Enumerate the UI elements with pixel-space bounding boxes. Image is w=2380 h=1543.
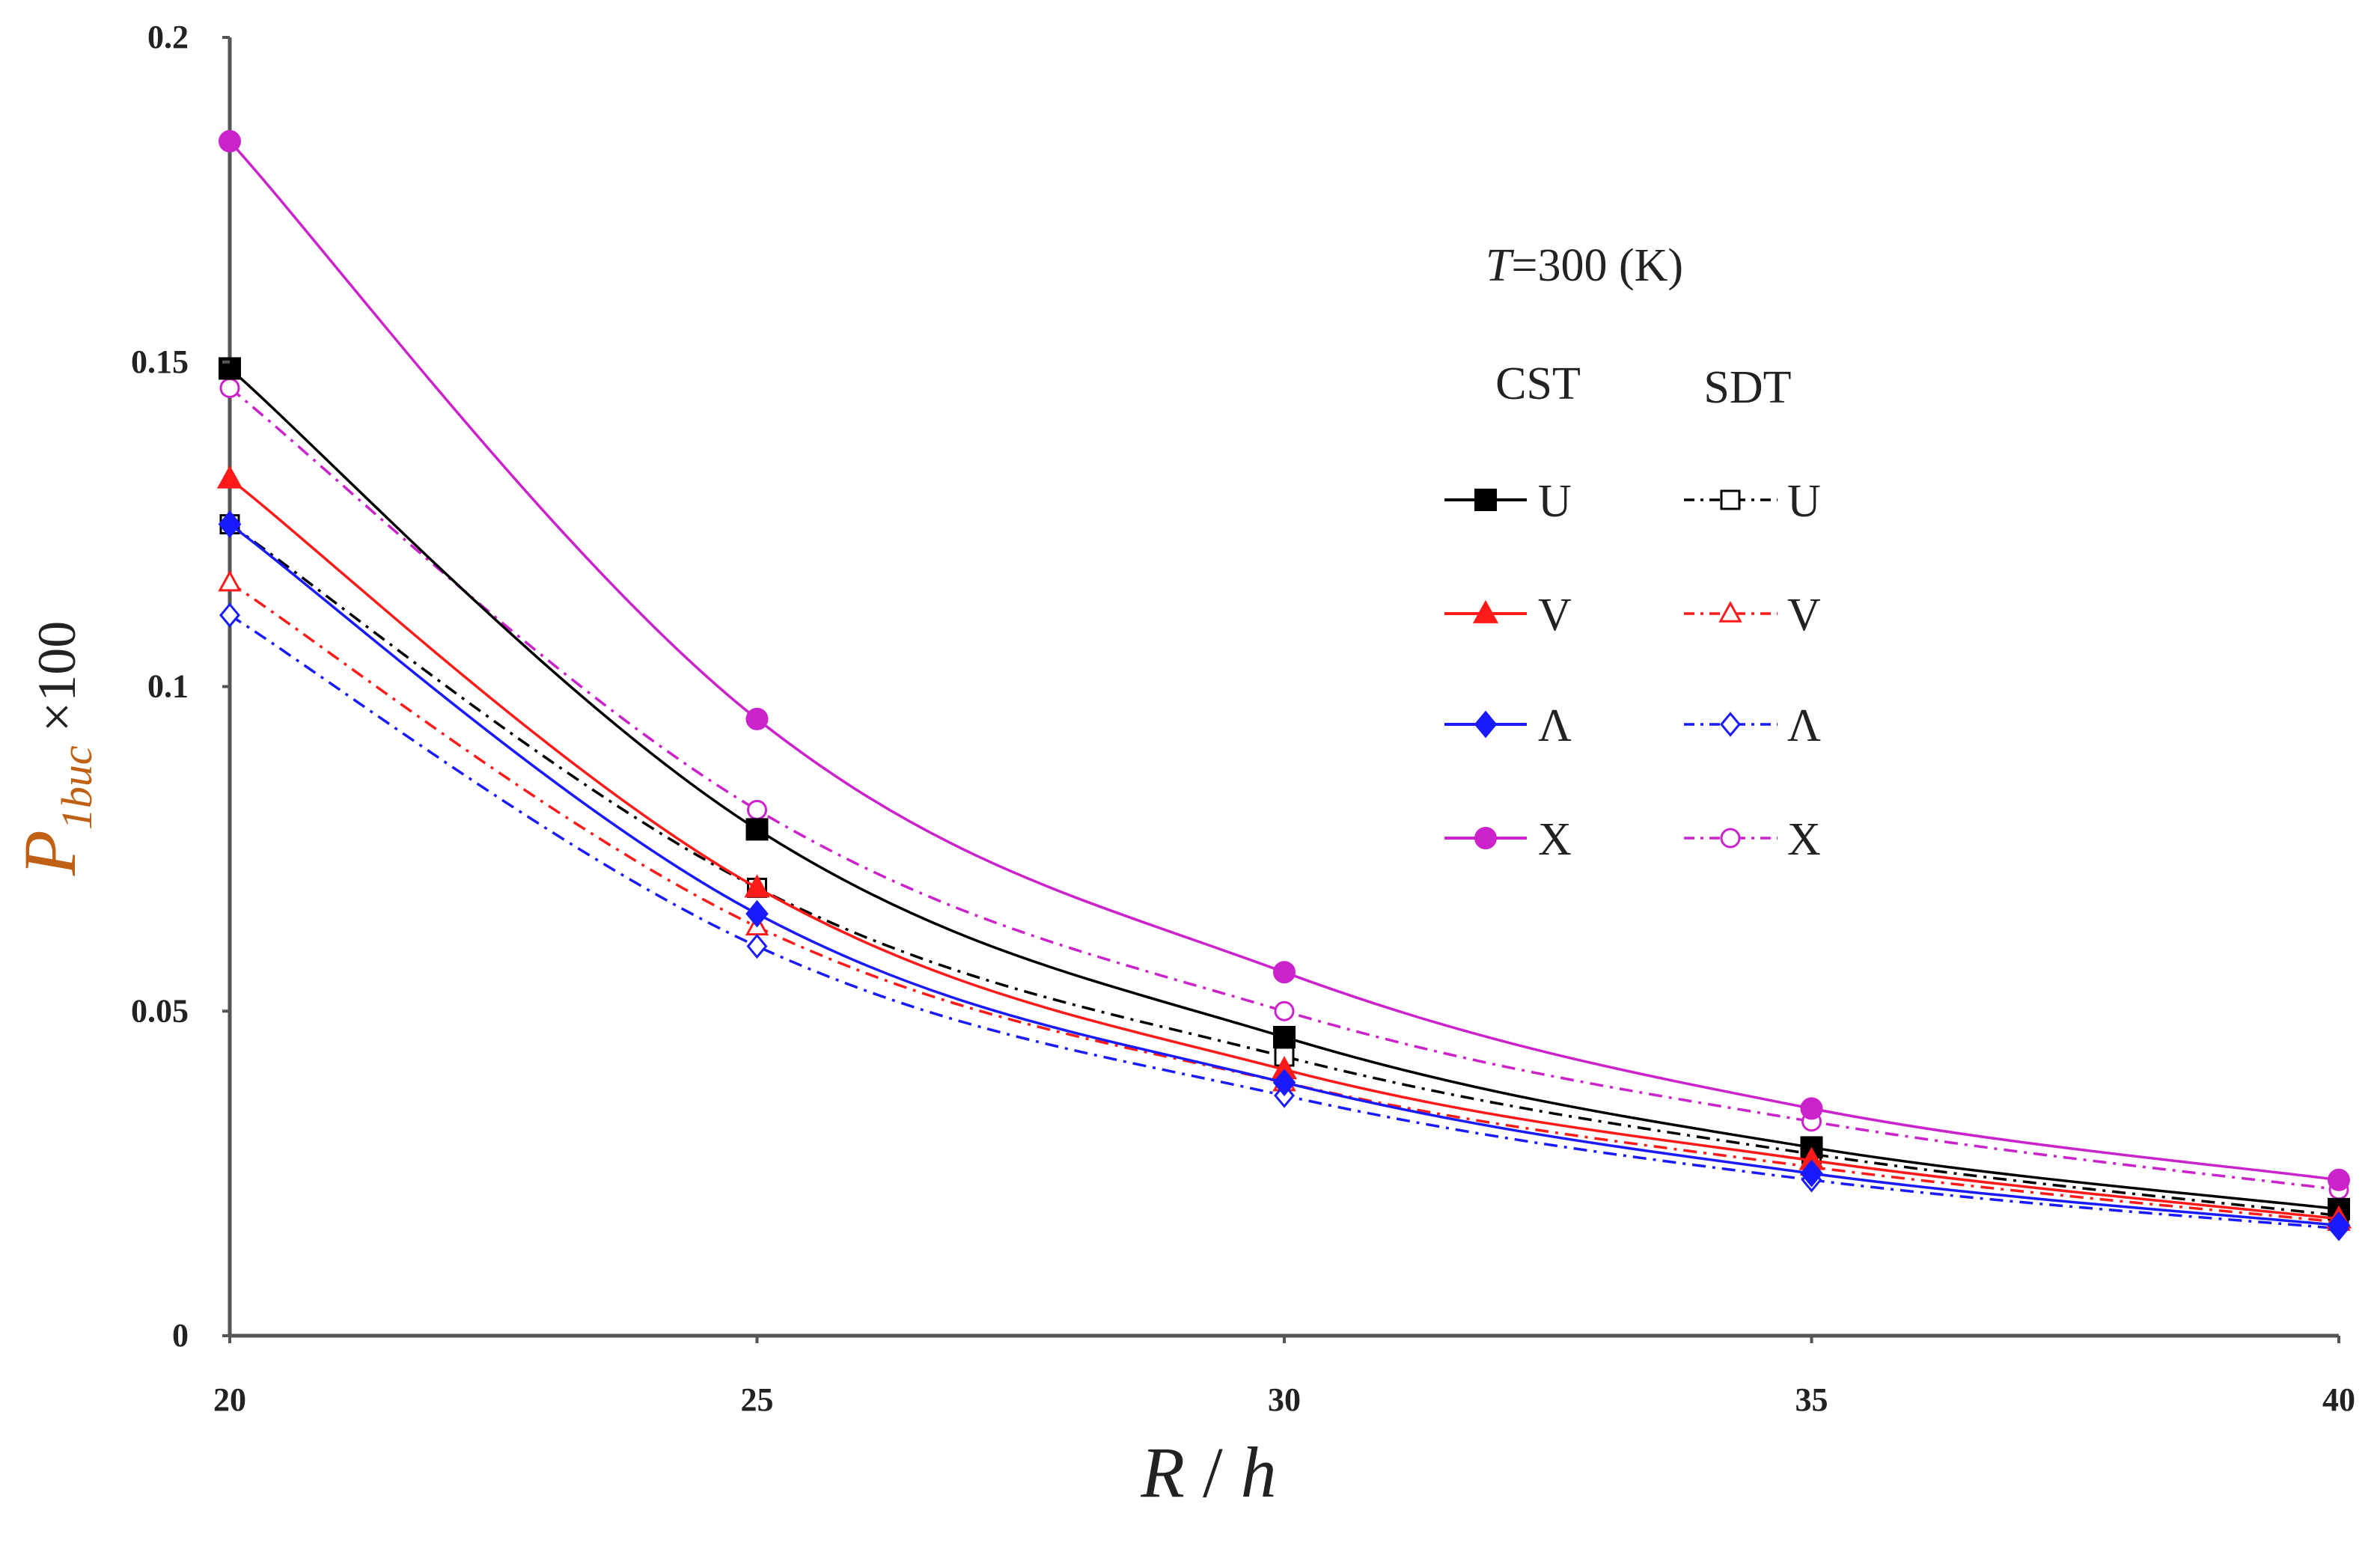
- series-sdt-v: [218, 569, 2351, 1231]
- y-tick-label: 0.1: [147, 668, 189, 705]
- series-sdt-u: [219, 514, 2349, 1226]
- data-point-cst-v-25: [744, 874, 770, 898]
- legend-rows: U V Λ X U V Λ X: [1444, 476, 1821, 865]
- y-axis-title-main: P: [8, 830, 91, 876]
- data-point-cst-v-20: [216, 465, 243, 489]
- legend-marker: [1720, 489, 1741, 510]
- legend-entry-sdt-lambda: Λ: [1684, 700, 1821, 751]
- series-line-cst-u: [228, 367, 2340, 1211]
- data-point-sdt-lambda-25: [746, 933, 768, 959]
- legend-marker: [1474, 710, 1498, 739]
- series-cst-v: [216, 465, 2352, 1229]
- x-tick-label: 25: [741, 1381, 774, 1418]
- legend-marker: [1718, 601, 1742, 623]
- x-tick-label: 40: [2322, 1381, 2355, 1418]
- x-axis-title-h: h: [1241, 1432, 1277, 1512]
- y-tick-label: 0: [172, 1317, 189, 1354]
- data-point-sdt-lambda-20: [219, 602, 240, 628]
- ticks-layer: 0 0.05 0.1 0.15 0.2 20 25 30 35 40: [131, 19, 2355, 1418]
- data-point-cst-x-20: [219, 129, 241, 153]
- data-point-cst-x-25: [745, 707, 769, 730]
- legend-header-t: T: [1486, 240, 1515, 291]
- x-axis-title: R / h: [1140, 1432, 1276, 1512]
- legend-entry-sdt-v: V: [1684, 590, 1821, 641]
- legend-header: T=300 (K): [1486, 240, 1683, 291]
- series-cst-x: [219, 129, 2350, 1191]
- data-point-cst-x-40: [2328, 1168, 2350, 1191]
- series-line-cst-x: [228, 140, 2340, 1182]
- legend-label: U: [1538, 476, 1572, 527]
- legend-col-sdt: SDT: [1703, 362, 1791, 413]
- data-point-cst-x-30: [1273, 961, 1296, 984]
- legend-col-cst: CST: [1495, 358, 1581, 409]
- legend-marker: [1474, 827, 1497, 849]
- legend-entry-cst-lambda: Λ: [1444, 700, 1572, 751]
- data-point-cst-lambda-20: [218, 510, 242, 538]
- legend-marker: [1472, 599, 1499, 623]
- data-point-cst-u-25: [745, 818, 769, 841]
- data-point-sdt-x-30: [1274, 1000, 1295, 1021]
- y-tick-label: 0.2: [147, 19, 189, 55]
- series-line-cst-lambda: [228, 523, 2340, 1227]
- legend-header-value: =300 (K): [1511, 240, 1683, 291]
- legend-label: X: [1787, 814, 1821, 865]
- y-tick-label: 0.15: [131, 343, 189, 380]
- legend-label: X: [1538, 814, 1572, 865]
- legend-label: Λ: [1538, 700, 1572, 751]
- data-point-sdt-v-20: [218, 569, 242, 592]
- y-tick-label: 0.05: [131, 992, 189, 1029]
- legend-marker: [1474, 489, 1497, 511]
- y-axis-title-sub: 1buc: [52, 745, 101, 830]
- data-point-sdt-x-25: [747, 799, 767, 820]
- series-line-sdt-u: [229, 523, 2340, 1217]
- data-point-sdt-x-20: [219, 377, 240, 398]
- legend-marker: [1720, 712, 1741, 737]
- legend: T=300 (K) CST SDT U V Λ X U V Λ X: [1444, 240, 1821, 865]
- legend-entry-sdt-u: U: [1684, 476, 1821, 527]
- series-line-cst-v: [228, 477, 2340, 1220]
- legend-marker: [1720, 828, 1741, 849]
- y-axis-title: P1buc ×100: [8, 621, 101, 876]
- legend-label: Λ: [1787, 700, 1821, 751]
- x-tick-label: 30: [1268, 1381, 1301, 1418]
- series-cst-lambda: [218, 510, 2351, 1239]
- legend-label: V: [1787, 590, 1821, 641]
- series-line-sdt-lambda: [229, 614, 2340, 1230]
- x-tick-label: 35: [1795, 1381, 1828, 1418]
- legend-entry-cst-u: U: [1444, 476, 1572, 527]
- series-line-sdt-x: [228, 387, 2340, 1191]
- data-point-cst-lambda-35: [1800, 1159, 1823, 1188]
- data-point-cst-x-35: [1800, 1097, 1823, 1120]
- x-axis-title-r: R: [1140, 1432, 1185, 1512]
- legend-label: V: [1538, 590, 1572, 641]
- data-point-cst-u-30: [1273, 1025, 1296, 1048]
- svg-text:P1buc×100: P1buc ×100: [8, 621, 101, 876]
- x-axis-title-sep: /: [1185, 1432, 1241, 1512]
- data-point-cst-lambda-25: [745, 899, 769, 928]
- legend-label: U: [1787, 476, 1821, 527]
- legend-entry-sdt-x: X: [1684, 814, 1821, 865]
- legend-entry-cst-x: X: [1444, 814, 1572, 865]
- series-layer: [216, 129, 2352, 1241]
- y-axis-title-mult: ×100: [27, 621, 87, 733]
- x-tick-label: 20: [213, 1381, 246, 1418]
- legend-entry-cst-v: V: [1444, 590, 1572, 641]
- series-line-sdt-v: [229, 581, 2340, 1223]
- data-point-cst-lambda-30: [1272, 1069, 1296, 1097]
- data-point-cst-lambda-40: [2327, 1212, 2351, 1239]
